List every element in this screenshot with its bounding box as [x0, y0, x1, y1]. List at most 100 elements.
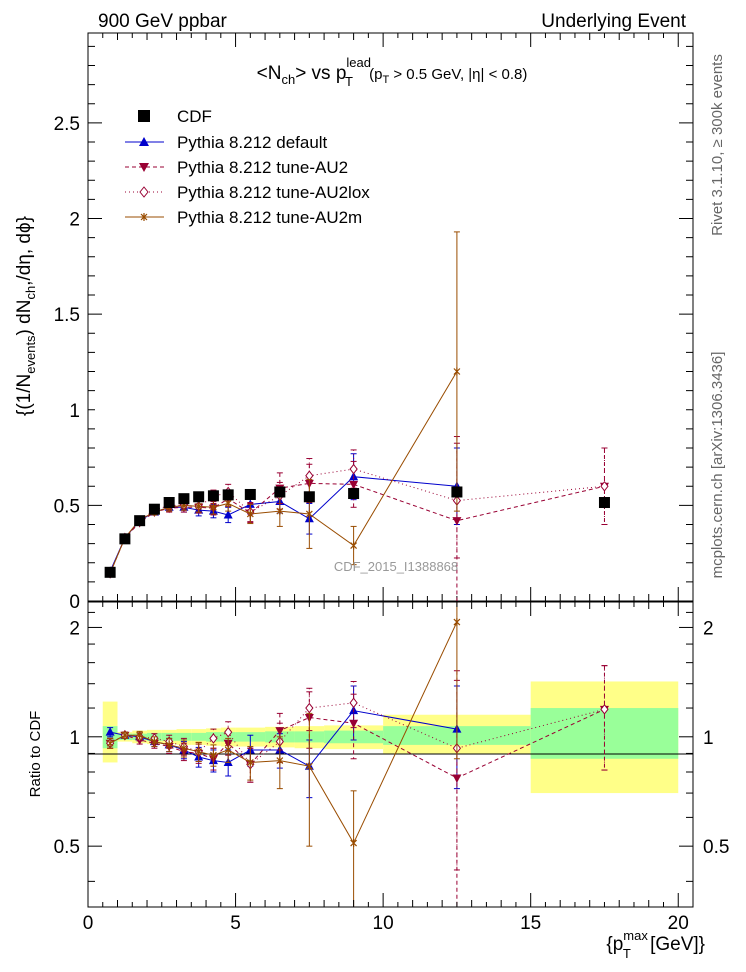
- main-y-axis-label: {(1/Nevents) dNch,/dη, dϕ}: [14, 216, 38, 416]
- legend-marker-au2lox: [139, 186, 149, 198]
- main-title: <Nch> vs plead T (pT > 0.5 GeV, |η| < 0.8…: [257, 55, 528, 89]
- main-y-tick-label: 1: [69, 401, 80, 422]
- legend-label-cdf: CDF: [177, 107, 212, 126]
- ratio-point-pythia-8-212-default: [105, 727, 115, 736]
- cdf-data-point: [163, 497, 175, 509]
- cdf-data-point: [119, 533, 131, 545]
- main-point-pythia-8-212-tune-au2m: [350, 541, 358, 550]
- x-tick-label: 5: [230, 913, 241, 934]
- ratio-point-pythia-8-212-tune-au2lox: [349, 697, 358, 709]
- ratio-point-pythia-8-212-tune-au2m: [106, 739, 114, 748]
- main-point-pythia-8-212-tune-au2m: [210, 503, 217, 512]
- ratio-uncertainty-bands: [102, 681, 679, 794]
- ratio-plot-content: [105, 602, 609, 907]
- main-point-pythia-8-212-tune-au2m: [195, 502, 203, 511]
- main-axis-ticks: 0.5 1 1.5 2 2.5 0: [54, 33, 693, 613]
- ratio-y-tick-label-right: 1: [703, 728, 714, 749]
- main-point-pythia-8-212-tune-au2m: [453, 367, 461, 376]
- ratio-y-tick-label: 0.5: [54, 837, 80, 858]
- ratio-point-pythia-8-212-tune-au2m: [350, 839, 358, 848]
- ratio-point-pythia-8-212-tune-au2m: [276, 756, 284, 765]
- main-point-pythia-8-212-tune-au2m: [246, 509, 254, 518]
- main-point-pythia-8-212-tune-au2: [452, 517, 462, 526]
- main-point-pythia-8-212-tune-au2lox: [600, 480, 609, 492]
- ratio-y-tick-label: 2: [69, 618, 80, 639]
- x-tick-label: 15: [520, 913, 541, 934]
- ratio-y-tick-label-right: 2: [703, 618, 714, 639]
- main-point-pythia-8-212-tune-au2lox: [349, 463, 358, 475]
- main-point-pythia-8-212-tune-au2lox: [305, 470, 314, 482]
- cdf-data-point: [598, 497, 610, 509]
- main-line-pythia-8-212-tune-au2m: [109, 371, 458, 574]
- ratio-point-pythia-8-212-tune-au2m: [180, 744, 188, 753]
- legend-marker-au2m: [140, 213, 148, 221]
- cdf-data-point: [348, 488, 360, 500]
- ratio-point-pythia-8-212-tune-au2m: [195, 747, 203, 756]
- x-tick-label: 20: [668, 913, 689, 934]
- ratio-band-inner: [191, 732, 207, 741]
- ratio-panel: 0 5 10 15 20 0.5 0.5 1 1 2 2 Ratio to CDF {pmax T […: [27, 601, 729, 961]
- cdf-data-point: [303, 491, 315, 503]
- header-right: Underlying Event: [541, 11, 686, 32]
- ratio-point-pythia-8-212-tune-au2: [349, 719, 359, 729]
- ratio-point-pythia-8-212-tune-au2m: [165, 740, 173, 749]
- ratio-point-pythia-8-212-tune-au2m: [453, 618, 461, 627]
- cdf-data-point: [244, 488, 256, 500]
- cdf-data-point: [274, 486, 286, 498]
- cdf-data-point: [222, 489, 234, 501]
- main-plot-content: [104, 231, 610, 601]
- main-frame: [87, 32, 694, 602]
- ratio-point-pythia-8-212-tune-au2lox: [305, 702, 314, 714]
- legend-label-au2: Pythia 8.212 tune-AU2: [177, 158, 348, 177]
- main-y-tick-label: 0.5: [54, 496, 80, 517]
- cdf-data-point: [193, 491, 205, 503]
- side-label-top: Rivet 3.1.10, ≥ 300k events: [709, 54, 726, 236]
- ratio-point-pythia-8-212-tune-au2lox: [209, 733, 218, 744]
- watermark-label: CDF_2015_I1388868: [334, 559, 458, 574]
- main-point-pythia-8-212-tune-au2m: [224, 499, 232, 508]
- ratio-point-pythia-8-212-tune-au2m: [121, 731, 129, 740]
- cdf-data-point: [451, 486, 463, 498]
- legend-label-au2m: Pythia 8.212 tune-AU2m: [177, 208, 362, 227]
- ratio-point-pythia-8-212-tune-au2lox: [224, 726, 233, 738]
- main-line-pythia-8-212-tune-au2lox: [109, 468, 605, 574]
- ratio-line-pythia-8-212-tune-au2m: [109, 621, 458, 845]
- x-tick-label: 10: [373, 913, 394, 934]
- cdf-data-point: [104, 566, 116, 578]
- ratio-band-inner: [176, 732, 192, 741]
- header-left: 900 GeV ppbar: [98, 11, 228, 32]
- ratio-y-tick-label: 1: [69, 728, 80, 749]
- main-panel: <Nch> vs plead T (pT > 0.5 GeV, |η| < 0.8…: [14, 32, 694, 613]
- ratio-point-pythia-8-212-tune-au2m: [246, 758, 254, 767]
- legend: CDF Pythia 8.212 default Pythia 8.212 tu…: [125, 107, 370, 227]
- main-y-tick-label: 2: [69, 210, 80, 231]
- legend-marker-cdf: [138, 110, 150, 122]
- ratio-point-pythia-8-212-tune-au2m: [224, 745, 232, 754]
- main-y-tick-label: 0: [69, 592, 80, 613]
- cdf-data-point: [178, 493, 190, 505]
- side-label-bottom: mcplots.cern.ch [arXiv:1306.3436]: [709, 352, 726, 579]
- main-point-pythia-8-212-tune-au2: [349, 480, 359, 490]
- ratio-y-tick-label-right: 0.5: [703, 837, 729, 858]
- x-tick-label: 0: [83, 913, 94, 934]
- main-point-pythia-8-212-tune-au2m: [276, 507, 284, 516]
- ratio-y-axis-label: Ratio to CDF: [27, 711, 44, 798]
- cdf-data-point: [134, 515, 146, 527]
- main-point-pythia-8-212-tune-au2m: [305, 509, 313, 518]
- legend-marker-default: [139, 137, 149, 146]
- cdf-data-point: [207, 490, 219, 502]
- ratio-point-pythia-8-212-tune-au2m: [150, 737, 158, 746]
- ratio-point-pythia-8-212-tune-au2m: [136, 731, 144, 740]
- ratio-point-pythia-8-212-tune-au2lox: [600, 704, 609, 715]
- ratio-frame: [87, 601, 694, 908]
- main-point-pythia-8-212-default: [223, 509, 233, 519]
- main-y-tick-label: 1.5: [54, 305, 80, 326]
- main-y-tick-label: 2.5: [54, 114, 80, 135]
- ratio-point-pythia-8-212-tune-au2m: [210, 751, 217, 760]
- legend-marker-au2: [139, 163, 149, 172]
- ratio-point-pythia-8-212-tune-au2m: [305, 762, 313, 771]
- legend-label-default: Pythia 8.212 default: [177, 133, 328, 152]
- ratio-point-pythia-8-212-tune-au2: [452, 774, 462, 784]
- x-axis-label: {pmax T [GeV]}: [606, 928, 705, 961]
